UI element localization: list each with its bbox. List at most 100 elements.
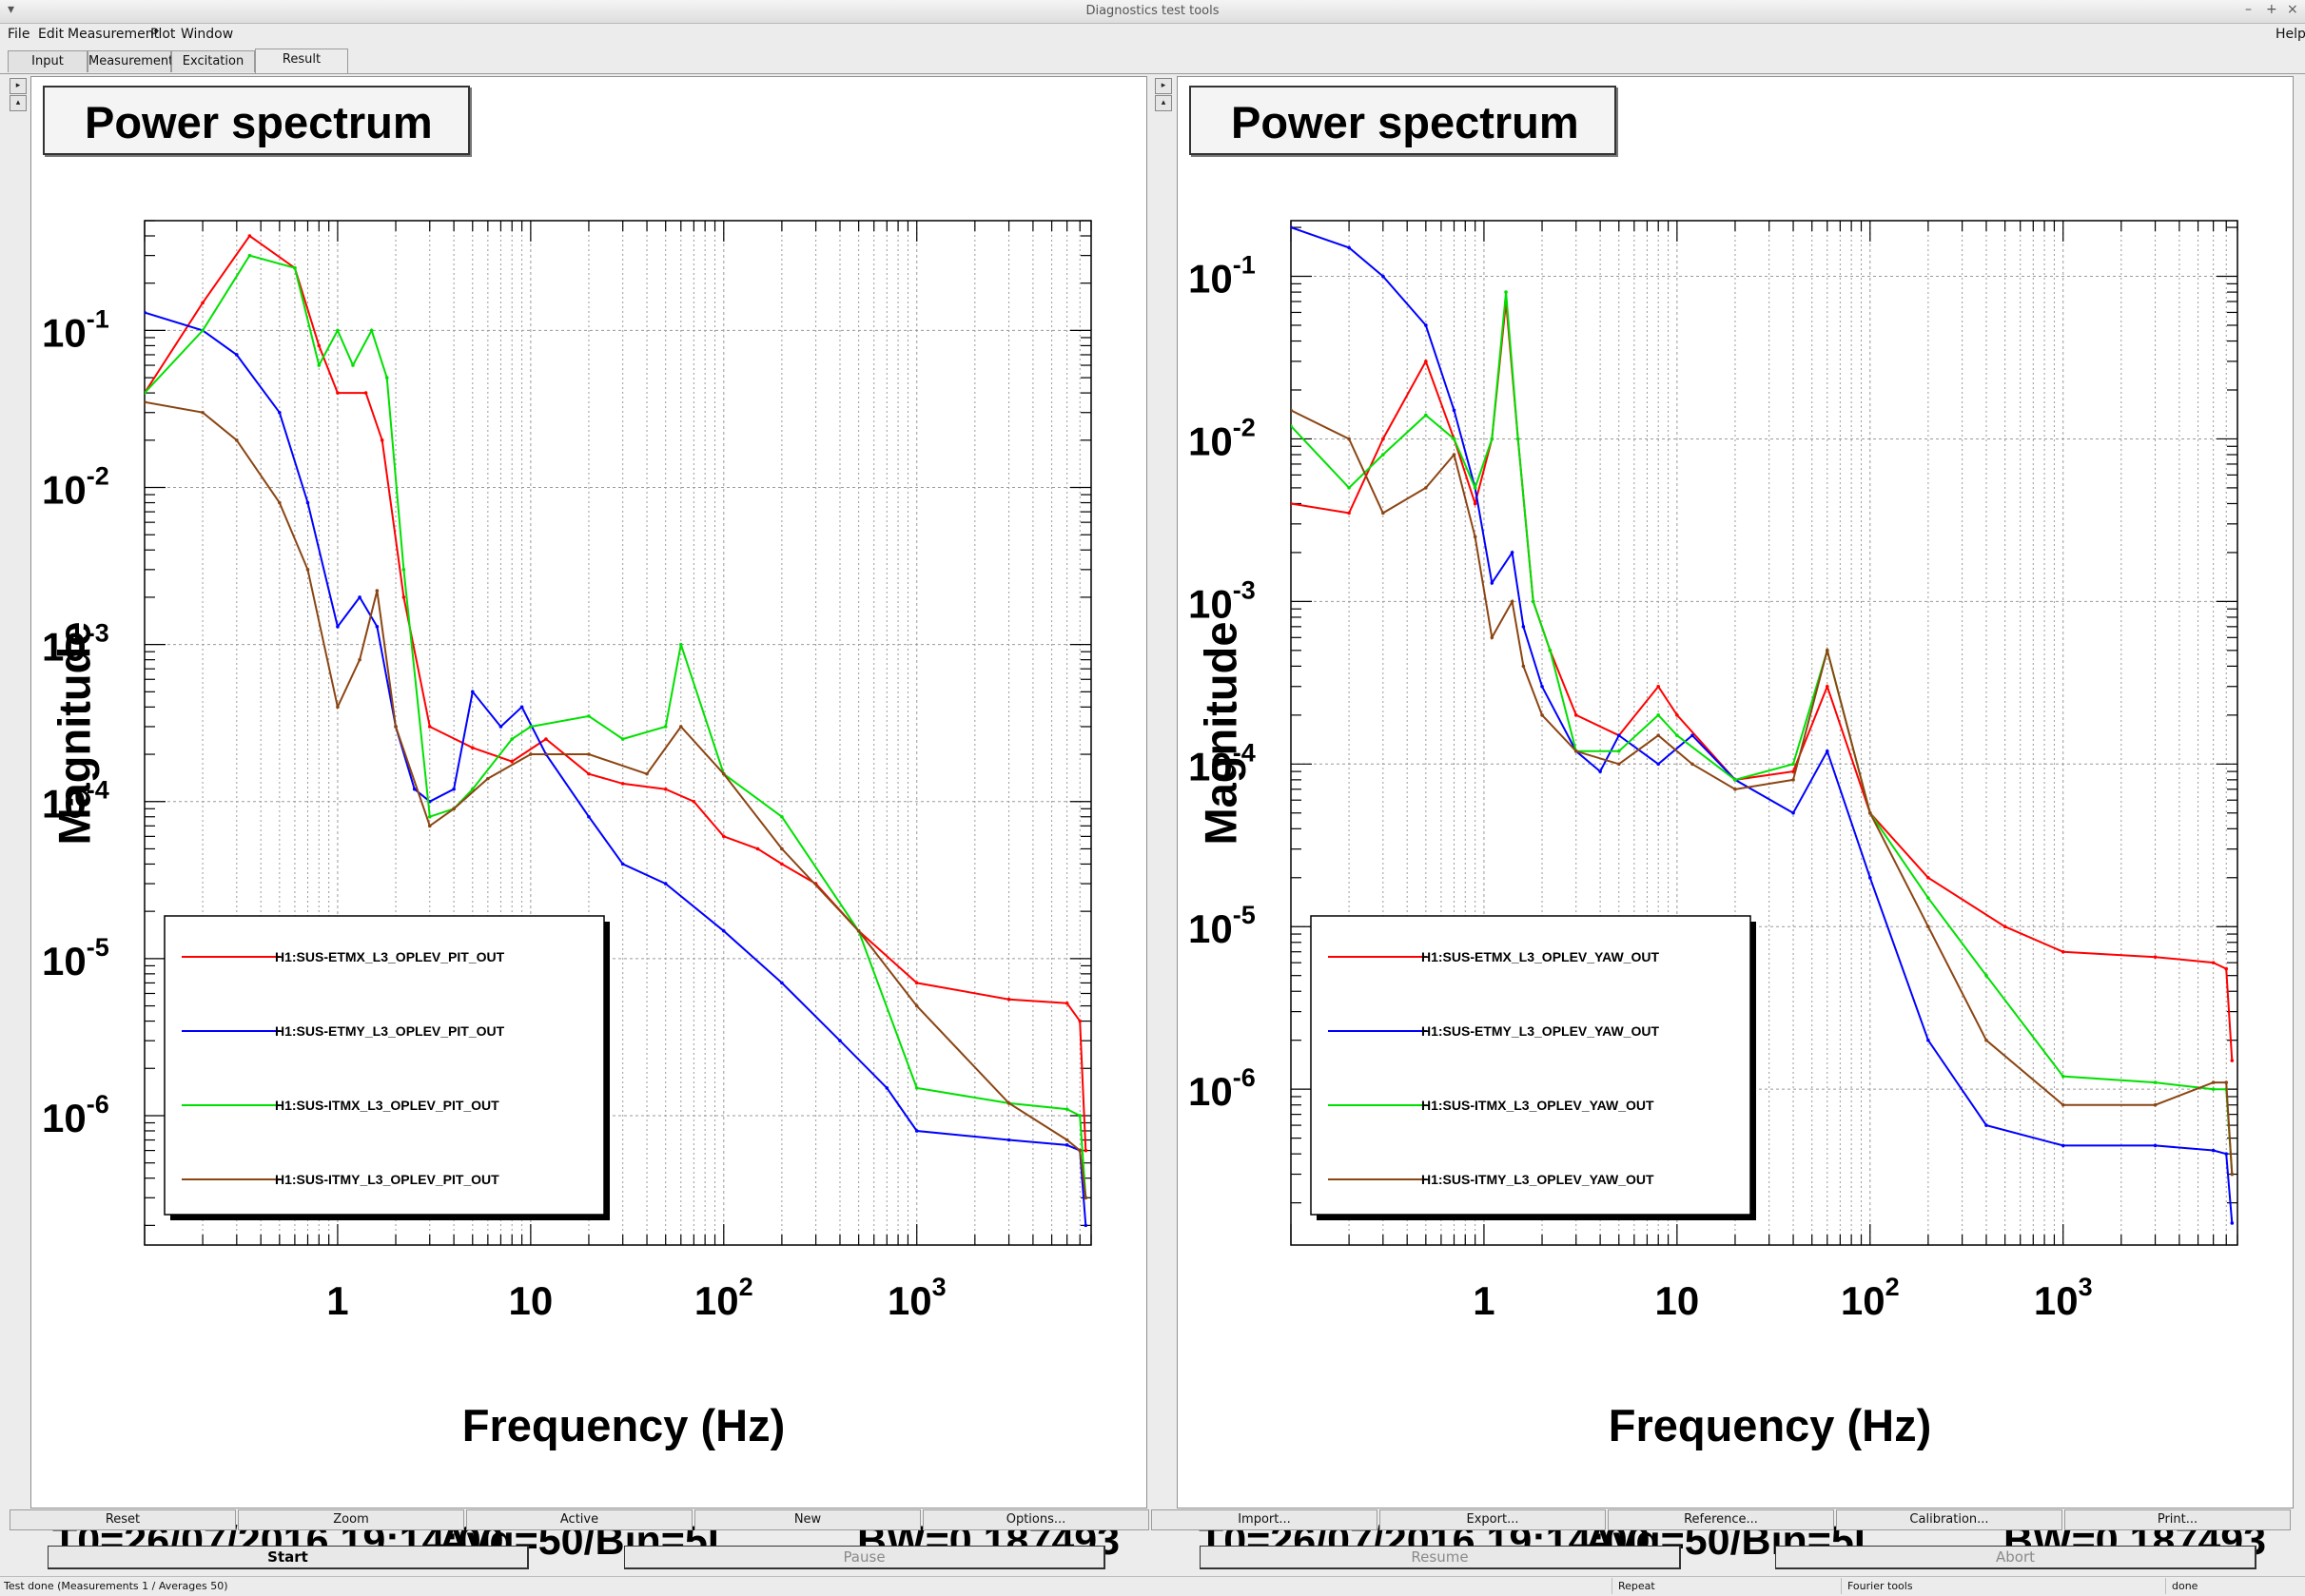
data-point [1656,713,1661,717]
options-button[interactable]: Options... [923,1509,1149,1530]
pause-button[interactable]: Pause [624,1546,1105,1569]
new-button[interactable]: New [694,1509,921,1530]
data-point [1515,437,1520,441]
menu-help[interactable]: Help [2276,27,2305,42]
legend-entry: H1:SUS-ETMY_L3_OPLEV_PIT_OUT [275,1023,505,1039]
data-point [663,725,668,729]
close-icon[interactable]: × [2287,2,2298,17]
start-button[interactable]: Start [48,1546,529,1569]
grid-lines [1290,221,2238,1245]
data-point [1078,1114,1083,1118]
data-point [2061,1102,2065,1107]
data-point [1733,787,1737,791]
data-point [1291,501,1293,506]
x-tick-label: 10 [509,1278,554,1323]
menu-window[interactable]: Window [181,27,234,42]
legend-entry: H1:SUS-ITMX_L3_OPLEV_YAW_OUT [1421,1098,1654,1113]
data-point [498,725,503,729]
data-point [235,353,239,357]
print-button[interactable]: Print... [2064,1509,2291,1530]
data-point [2002,925,2007,929]
data-point [358,657,361,662]
plot-panel-left[interactable]: Power spectrum 1 10 102 103 10-6 10-5 10-4 10-3… [30,76,1147,1564]
tab-measurement[interactable]: Measurement [88,50,173,72]
data-point [247,234,252,238]
import-button[interactable]: Import... [1151,1509,1377,1530]
data-point [401,568,406,572]
data-point [1347,437,1351,441]
y-tick-label: 10-3 [1188,575,1256,626]
data-point [645,771,649,776]
menu-plot[interactable]: Plot [150,27,176,42]
data-point [293,265,297,270]
calibration-button[interactable]: Calibration... [1836,1509,2062,1530]
data-point [721,834,726,839]
data-point [1825,684,1829,689]
tab-result[interactable]: Result [255,49,348,73]
data-point [2224,1080,2229,1084]
active-button[interactable]: Active [466,1509,693,1530]
data-point [678,642,683,647]
reset-button[interactable]: Reset [10,1509,236,1530]
data-point [1084,1223,1088,1228]
y-tick-label: 10-5 [42,933,109,983]
y-tick-label: 10-3 [42,619,109,670]
plot-title: Power spectrum [1189,86,1616,155]
y-tick-label: 10-2 [42,462,109,513]
abort-button[interactable]: Abort [1775,1546,2256,1569]
series-line-1 [1291,301,2234,1061]
tab-input[interactable]: Input [8,50,88,72]
plot-frame [144,220,1092,1246]
data-point [358,595,361,599]
data-point [486,776,490,781]
data-point [470,746,475,750]
data-point [1006,1101,1011,1105]
data-point [885,1086,889,1090]
spectrum-chart-right[interactable]: 1 10 102 103 10-6 10-5 10-4 10-3 10-2 10-1 H1:SUS-… [1178,77,2293,1508]
maximize-icon[interactable]: + [2266,2,2277,17]
data-point [587,714,591,718]
data-point [2061,1143,2065,1148]
data-point [470,690,475,694]
expand-right-arrow-icon[interactable]: ▸ [1155,78,1172,94]
x-tick-label: 1 [1473,1278,1494,1323]
y-tick-label: 10-2 [1188,413,1256,463]
legend-entry: H1:SUS-ETMY_L3_OPLEV_YAW_OUT [1421,1023,1659,1039]
data-point [2224,1152,2229,1156]
resume-button[interactable]: Resume [1200,1546,1681,1569]
menu-edit[interactable]: Edit [38,27,65,42]
minimize-icon[interactable]: – [2245,2,2252,17]
plot-panel-right[interactable]: Power spectrum 1 10 102 103 10-6 10-5 10-4 10-3… [1177,76,2294,1564]
reference-button[interactable]: Reference... [1608,1509,1834,1530]
data-point [678,725,683,729]
expand-left-arrow-icon[interactable]: ▸ [10,78,27,94]
tab-excitation[interactable]: Excitation [171,50,255,72]
data-point [2153,955,2158,960]
data-point [692,799,696,804]
legend: H1:SUS-ETMX_L3_OPLEV_YAW_OUT H1:SUS-ETMY_… [1310,915,1756,1220]
menu-measurement[interactable]: Measurement [68,27,160,42]
data-point [2153,1080,2158,1084]
collapse-right-arrow-icon[interactable]: ▴ [1155,95,1172,111]
data-point [369,328,374,333]
menu-file[interactable]: File [8,27,30,42]
data-point [1347,511,1351,516]
data-point [1381,437,1385,441]
export-button[interactable]: Export... [1379,1509,1606,1530]
data-point [336,625,340,629]
window-menu-icon[interactable]: ▾ [8,2,15,17]
data-point [427,824,432,828]
legend-entry: H1:SUS-ITMX_L3_OPLEV_PIT_OUT [275,1098,499,1113]
collapse-left-arrow-icon[interactable]: ▴ [10,95,27,111]
data-point [427,814,432,819]
data-point [663,882,668,886]
data-point [1926,875,1930,880]
zoom-button[interactable]: Zoom [238,1509,464,1530]
x-tick-label: 1 [326,1278,348,1323]
data-point [1926,1038,1930,1042]
y-axis-label: Magnitude [49,621,100,846]
spectrum-chart-left[interactable]: 1 10 102 103 10-6 10-5 10-4 10-3 10-2 10-1 H1:SUS-… [31,77,1146,1508]
data-point [470,787,475,791]
data-point [1006,1138,1011,1142]
data-point [755,847,760,851]
